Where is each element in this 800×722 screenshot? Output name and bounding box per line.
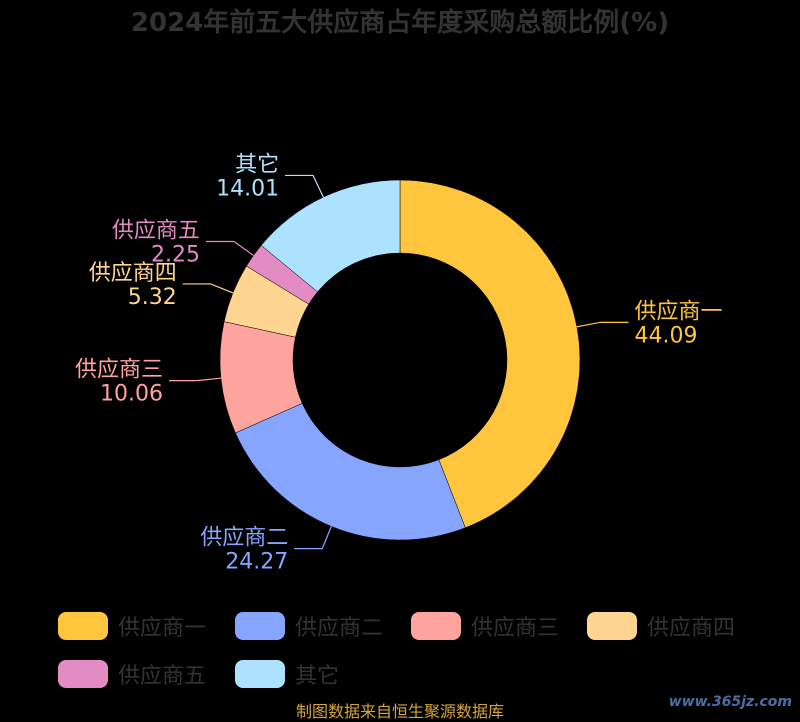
legend-row-1: 供应商一 供应商二 供应商三 供应商四 bbox=[0, 608, 800, 648]
slice-value-supplier-5: 2.25 bbox=[151, 242, 200, 267]
legend-label: 供应商三 bbox=[471, 616, 560, 641]
legend-label: 供应商二 bbox=[295, 616, 384, 641]
slice-label-other: 其它 bbox=[235, 152, 279, 177]
leader-line-supplier-2 bbox=[294, 526, 332, 550]
legend-label: 供应商一 bbox=[118, 616, 207, 641]
slice-value-supplier-4: 5.32 bbox=[128, 285, 177, 310]
legend-swatch bbox=[587, 612, 637, 640]
legend-label: 其它 bbox=[295, 664, 340, 689]
slice-value-supplier-2: 24.27 bbox=[225, 550, 288, 575]
chart-title: 2024年前五大供应商占年度采购总额比例(%) bbox=[130, 8, 670, 38]
leader-line-other bbox=[285, 174, 324, 198]
legend-swatch bbox=[411, 612, 461, 640]
donut-slice-other[interactable] bbox=[260, 179, 401, 293]
leader-line-supplier-5 bbox=[205, 240, 254, 256]
legend-label: 供应商五 bbox=[118, 664, 207, 689]
slice-label-supplier-4: 供应商四 bbox=[89, 261, 177, 286]
watermark: www.365jz.com bbox=[668, 694, 792, 710]
slice-label-supplier-2: 供应商二 bbox=[200, 526, 288, 551]
legend-row-2: 供应商五 其它 bbox=[0, 656, 800, 696]
slice-label-supplier-5: 供应商五 bbox=[112, 218, 200, 243]
leader-line-supplier-3 bbox=[169, 377, 221, 382]
slice-value-supplier-3: 10.06 bbox=[100, 382, 163, 407]
legend-swatch bbox=[58, 612, 108, 640]
slice-label-supplier-3: 供应商三 bbox=[75, 358, 163, 383]
slice-label-supplier-1: 供应商一 bbox=[634, 299, 722, 324]
leader-line-supplier-4 bbox=[182, 283, 234, 294]
donut-slice-supplier-2[interactable] bbox=[235, 403, 466, 541]
legend-swatch bbox=[235, 612, 285, 640]
slice-value-supplier-1: 44.09 bbox=[634, 323, 697, 348]
legend-swatch bbox=[235, 660, 285, 688]
legend-label: 供应商四 bbox=[647, 616, 736, 641]
slice-value-other: 14.01 bbox=[216, 176, 279, 201]
leader-line-supplier-1 bbox=[576, 321, 629, 328]
legend-swatch bbox=[58, 660, 108, 688]
source-note: 制图数据来自恒生聚源数据库 bbox=[295, 702, 504, 721]
